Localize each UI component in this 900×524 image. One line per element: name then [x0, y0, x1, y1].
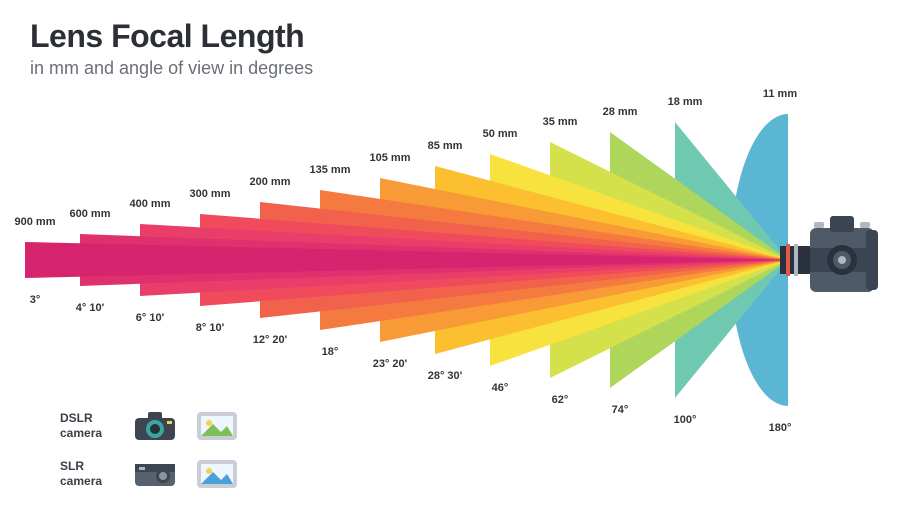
mm-label: 35 mm	[543, 116, 578, 128]
mm-label: 85 mm	[428, 140, 463, 152]
mm-label: 300 mm	[190, 188, 231, 200]
angle-label: 4° 10'	[76, 302, 104, 314]
mm-label: 200 mm	[250, 176, 291, 188]
mm-label: 135 mm	[310, 164, 351, 176]
angle-label: 23° 20'	[373, 358, 408, 370]
camera-icon	[780, 200, 900, 320]
legend-row-dslr: DSLR camera	[60, 410, 239, 442]
mm-label: 900 mm	[15, 216, 56, 228]
angle-label: 18°	[322, 346, 339, 358]
mm-label: 600 mm	[70, 208, 111, 220]
legend-row-slr: SLR camera	[60, 458, 239, 490]
legend: DSLR camera SLR camera	[60, 410, 239, 506]
mm-label: 50 mm	[483, 128, 518, 140]
mm-label: 28 mm	[603, 106, 638, 118]
mm-label: 18 mm	[668, 96, 703, 108]
angle-label: 12° 20'	[253, 334, 288, 346]
legend-label: DSLR camera	[60, 411, 115, 441]
angle-label: 74°	[612, 404, 629, 416]
mm-label: 105 mm	[370, 152, 411, 164]
angle-label: 46°	[492, 382, 509, 394]
angle-label: 180°	[769, 422, 792, 434]
photo-frame-green-icon	[195, 410, 239, 442]
dslr-camera-icon	[133, 410, 177, 442]
mm-label: 400 mm	[130, 198, 171, 210]
angle-label: 100°	[674, 414, 697, 426]
angle-label: 3°	[30, 294, 41, 306]
photo-frame-blue-icon	[195, 458, 239, 490]
angle-label: 62°	[552, 394, 569, 406]
angle-label: 28° 30'	[428, 370, 463, 382]
legend-label: SLR camera	[60, 459, 115, 489]
angle-label: 6° 10'	[136, 312, 164, 324]
compact-camera-icon	[133, 458, 177, 490]
mm-label: 11 mm	[763, 88, 797, 100]
angle-label: 8° 10'	[196, 322, 224, 334]
